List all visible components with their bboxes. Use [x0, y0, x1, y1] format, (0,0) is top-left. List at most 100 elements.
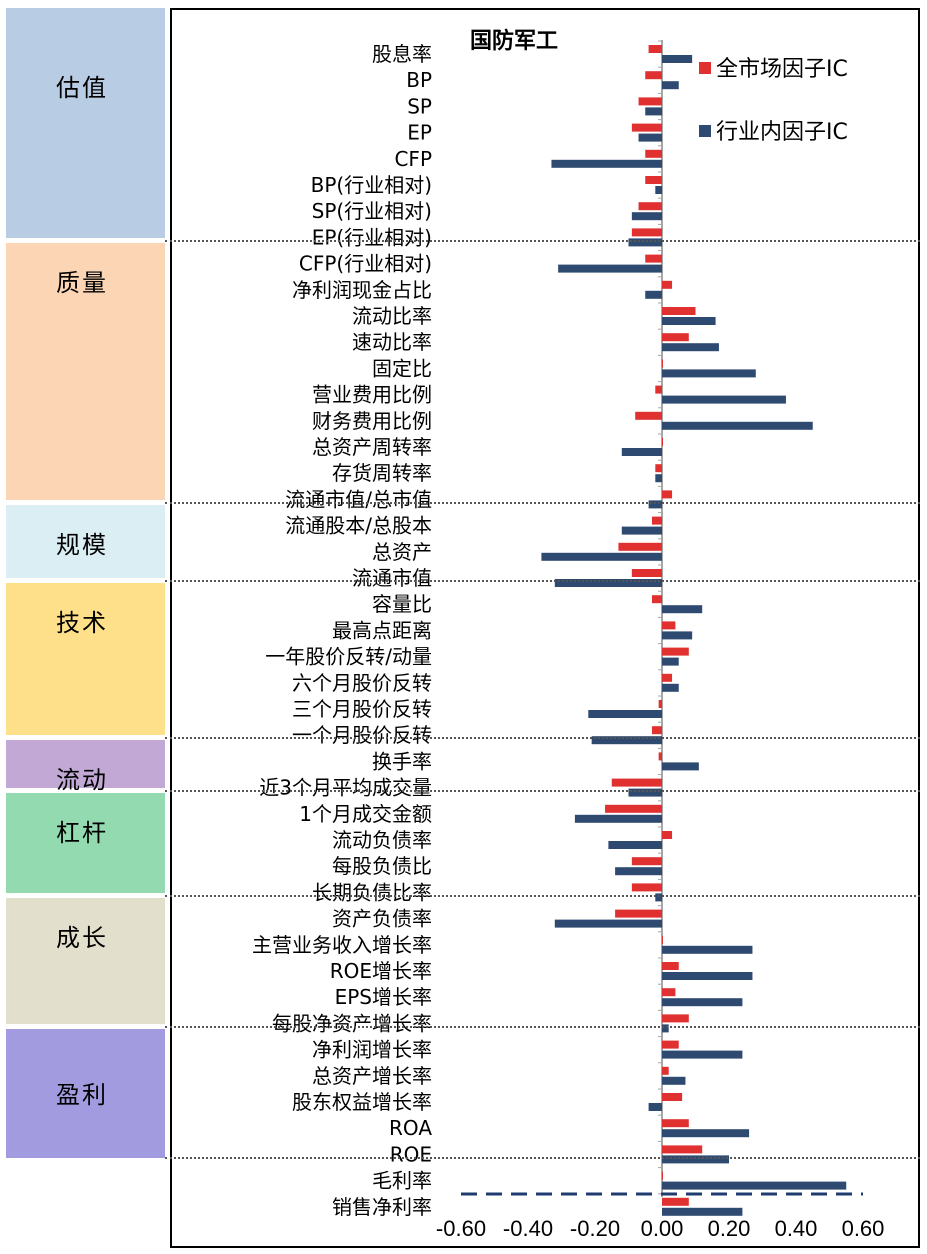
- factor-label-31: 每股负债比: [332, 854, 432, 878]
- factor-label-10: 流动比率: [352, 304, 432, 328]
- bar-market-ic-10: [662, 307, 696, 315]
- bar-industry-ic-22: [662, 631, 693, 640]
- category-block-7: 盈利: [6, 1029, 165, 1158]
- bar-market-ic-13: [655, 385, 662, 394]
- bar-market-ic-17: [662, 490, 673, 499]
- bar-market-ic-36: [662, 988, 676, 997]
- category-label: 规模: [56, 531, 108, 559]
- bar-industry-ic-41: [662, 1129, 750, 1138]
- group-separator-6: [165, 895, 920, 897]
- category-label: 盈利: [56, 1081, 108, 1109]
- factor-label-20: 流通市值: [352, 566, 432, 590]
- category-label: 质量: [56, 269, 108, 297]
- bar-industry-ic-36: [662, 998, 743, 1007]
- x-tick-label-5: 0.40: [775, 1216, 818, 1241]
- factor-label-17: 流通市值/总市值: [285, 487, 432, 511]
- bar-industry-ic-28: [628, 788, 662, 797]
- bar-industry-ic-17: [648, 500, 662, 509]
- chart-frame: 股息率 BP SP EP CFP BP(行业相对) SP(行业相对) EP(行业相对) CFP(…: [170, 8, 920, 1248]
- factor-label-5: BP(行业相对): [311, 173, 432, 197]
- category-block-5: 杠杆: [6, 793, 165, 893]
- bar-market-ic-34: [662, 935, 663, 944]
- bar-market-ic-44: [662, 1197, 689, 1206]
- bar-industry-ic-14: [662, 421, 813, 430]
- chart-title: 国防军工: [470, 28, 558, 54]
- category-block-4: 流动: [6, 740, 165, 794]
- legend-swatch-0: [699, 62, 711, 74]
- bar-industry-ic-1: [662, 81, 679, 90]
- bar-industry-ic-27: [662, 762, 699, 771]
- factor-label-19: 总资产: [372, 540, 432, 564]
- bar-industry-ic-32: [655, 893, 662, 902]
- bar-market-ic-14: [635, 411, 662, 420]
- bar-industry-ic-39: [662, 1076, 686, 1085]
- factor-label-15: 总资产周转率: [312, 435, 432, 459]
- factor-label-33: 资产负债率: [332, 907, 432, 931]
- x-tick-label-4: 0.20: [708, 1216, 751, 1241]
- bar-industry-ic-35: [662, 972, 753, 980]
- bar-industry-ic-42: [662, 1155, 729, 1164]
- factor-label-1: BP: [406, 68, 432, 92]
- bar-industry-ic-37: [662, 1024, 669, 1033]
- factor-label-22: 最高点距离: [332, 618, 432, 642]
- category-block-2: 规模: [6, 505, 165, 578]
- bar-industry-ic-25: [588, 710, 662, 718]
- bar-market-ic-1: [645, 71, 662, 80]
- bar-market-ic-20: [631, 569, 662, 577]
- factor-label-38: 净利润增长率: [312, 1038, 432, 1062]
- x-tick-label-2: -0.20: [570, 1216, 620, 1241]
- bar-industry-ic-16: [655, 474, 662, 483]
- bar-market-ic-9: [662, 280, 673, 289]
- factor-label-26: 一个月股价反转: [292, 723, 432, 747]
- bar-industry-ic-0: [662, 55, 693, 63]
- bar-market-ic-26: [651, 726, 662, 735]
- factor-label-29: 1个月成交金额: [299, 802, 432, 826]
- factor-label-30: 流动负债率: [332, 828, 432, 852]
- factor-label-39: 总资产增长率: [312, 1064, 432, 1088]
- category-label: 流动: [56, 766, 108, 794]
- bar-industry-ic-15: [621, 448, 662, 456]
- category-block-0: 估值: [6, 8, 165, 238]
- factor-label-34: 主营业务收入增长率: [252, 933, 432, 957]
- bar-industry-ic-20: [554, 579, 662, 587]
- bar-market-ic-5: [645, 176, 662, 184]
- bar-market-ic-30: [662, 831, 673, 839]
- bar-market-ic-40: [662, 1093, 683, 1101]
- category-block-1: 质量: [6, 243, 165, 500]
- bar-market-ic-37: [662, 1014, 689, 1023]
- bar-industry-ic-18: [621, 526, 662, 535]
- bar-market-ic-12: [662, 359, 663, 368]
- factor-label-2: SP: [407, 94, 432, 118]
- bar-market-ic-43: [662, 1171, 663, 1180]
- factor-label-44: 销售净利率: [332, 1195, 432, 1219]
- bar-market-ic-38: [662, 1040, 679, 1049]
- factor-label-41: ROA: [389, 1116, 432, 1140]
- bar-industry-ic-8: [558, 264, 662, 273]
- bar-industry-ic-26: [591, 736, 662, 745]
- factor-label-16: 存货周转率: [332, 461, 432, 485]
- bar-market-ic-35: [662, 962, 679, 970]
- factor-label-25: 三个月股价反转: [292, 697, 432, 721]
- factor-label-11: 速动比率: [352, 330, 432, 354]
- legend-label-0: 全市场因子IC: [716, 57, 848, 82]
- bar-industry-ic-7: [628, 238, 662, 247]
- x-tick-label-6: 0.60: [842, 1216, 885, 1241]
- bar-industry-ic-12: [662, 369, 756, 378]
- category-label: 技术: [56, 609, 108, 637]
- factor-label-43: 毛利率: [372, 1169, 432, 1193]
- bar-industry-ic-13: [662, 395, 786, 404]
- factor-label-36: EPS增长率: [335, 985, 432, 1009]
- bar-industry-ic-33: [554, 919, 662, 928]
- bar-market-ic-22: [662, 621, 676, 630]
- bar-industry-ic-43: [662, 1181, 847, 1190]
- bar-market-ic-32: [631, 883, 662, 892]
- bar-market-ic-0: [648, 45, 662, 53]
- category-block-3: 技术: [6, 583, 165, 735]
- group-separator-1: [165, 240, 920, 242]
- bar-industry-ic-21: [662, 605, 703, 614]
- factor-label-0: 股息率: [372, 42, 432, 66]
- bar-market-ic-39: [662, 1066, 669, 1075]
- category-label: 杠杆: [56, 819, 108, 847]
- factor-label-18: 流通股本/总股本: [285, 514, 432, 538]
- bar-industry-ic-44: [662, 1207, 743, 1216]
